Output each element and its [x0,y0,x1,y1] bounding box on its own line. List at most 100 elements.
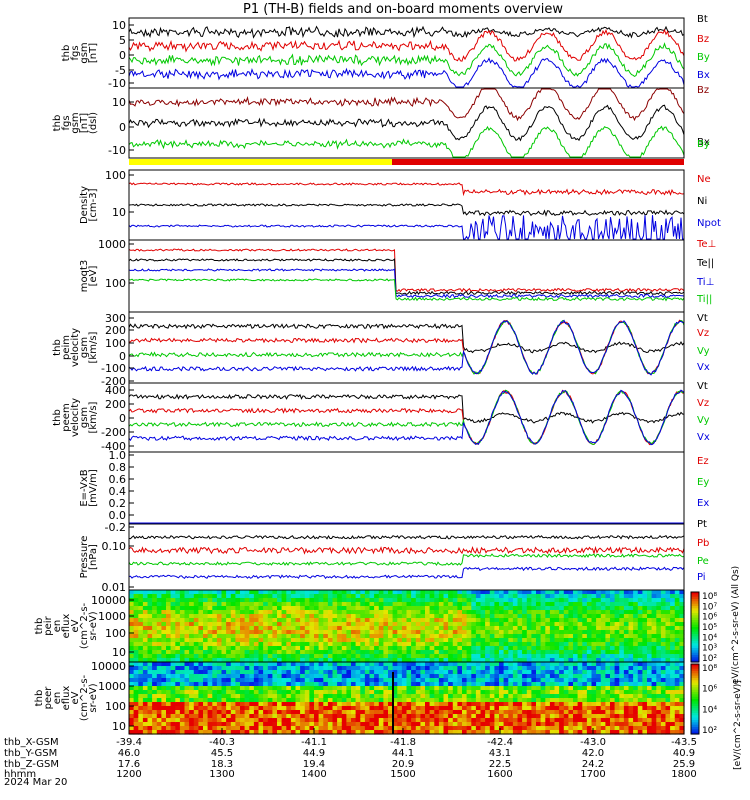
panel-frame [128,661,685,735]
heatmap-cell [267,626,273,631]
heatmap-cell [628,650,634,655]
heatmap-cell [651,606,657,611]
heatmap-cell [221,686,227,691]
heatmap-cell [563,598,569,603]
heatmap-cell [499,730,505,735]
heatmap-cell [401,610,408,615]
heatmap-cell [318,626,324,631]
heatmap-cell [175,602,181,607]
heatmap-cell [531,610,537,615]
heatmap-cell [660,622,667,627]
heatmap-cell [429,638,435,643]
colorbars: 10⁸10⁷10⁶10⁵10⁴10³10²10⁸10⁶10⁴10²eV/(cm^… [690,566,743,770]
heatmap-cell [512,634,519,639]
heatmap-cell [198,726,204,731]
heatmap-cell [415,686,421,691]
heatmap-cell [327,602,334,607]
heatmap-cell [258,678,264,683]
heatmap-cell [438,634,445,639]
heatmap-cell [665,642,671,647]
heatmap-cell [193,626,199,631]
heatmap-cell [600,714,606,719]
heatmap-cell [281,678,287,683]
heatmap-cell [660,654,667,659]
heatmap-cell [660,606,667,611]
heatmap-cell [401,642,408,647]
heatmap-cell [161,706,167,711]
heatmap-cell [263,662,269,667]
heatmap-cell [189,594,195,599]
heatmap-cell [161,718,167,723]
heatmap-cell [230,614,236,619]
heatmap-cell [443,694,449,699]
heatmap-cell [642,690,648,695]
heatmap-cell [272,650,278,655]
heatmap-cell [679,678,685,683]
heatmap-cell [286,638,292,643]
heatmap-cell [573,682,579,687]
heatmap-cell [471,682,477,687]
heatmap-cell [674,678,680,683]
heatmap-cell [642,614,648,619]
heatmap-cell [647,714,653,719]
heatmap-cell [230,702,236,707]
heatmap-cell [253,662,260,667]
heatmap-cell [554,658,560,663]
heatmap-cell [568,690,574,695]
colorbar-frame [690,591,700,663]
x-tick-label: 42.0 [582,748,604,759]
heatmap-cell [665,702,671,707]
heatmap-cell [582,682,588,687]
heatmap-cell [674,682,680,687]
heatmap-cell [623,614,630,619]
heatmap-cell [216,658,223,663]
heatmap-cell [300,646,306,651]
heatmap-cell [332,658,338,663]
heatmap-cell [559,678,565,683]
heatmap-cell [406,634,412,639]
heatmap-cell [392,610,398,615]
heatmap-cell [240,722,246,727]
colorbar-cell [691,696,699,700]
heatmap-cell [674,602,680,607]
heatmap-cell [337,594,343,599]
heatmap-cell [679,670,685,675]
heatmap-cell [388,598,394,603]
heatmap-cell [531,662,537,667]
heatmap-cell [429,722,435,727]
heatmap-cell [341,674,347,679]
heatmap-cell [531,654,537,659]
heatmap-cell [369,606,375,611]
heatmap-cell [314,706,320,711]
heatmap-cell [179,618,186,623]
heatmap-cell [156,598,162,603]
heatmap-cell [286,690,292,695]
heatmap-cell [383,602,389,607]
heatmap-cell [212,590,218,595]
heatmap-cell [596,710,602,715]
heatmap-cell [429,602,435,607]
heatmap-cell [503,646,509,651]
heatmap-cell [351,610,357,615]
heatmap-cell [471,686,477,691]
x-tick-label: 45.5 [211,748,233,759]
heatmap-cell [152,602,158,607]
heatmap-cell [378,702,384,707]
heatmap-cell [623,698,630,703]
heatmap-cell [244,642,250,647]
heatmap-cell [189,722,195,727]
heatmap-cell [633,662,639,667]
heatmap-cell [258,666,264,671]
heatmap-cell [300,590,306,595]
series-Pb [128,545,685,556]
heatmap-cell [332,646,338,651]
heatmap-cell [152,598,158,603]
heatmap-cell [300,690,306,695]
heatmap-cell [189,670,195,675]
heatmap-cell [138,678,144,683]
heatmap-cell [526,670,532,675]
heatmap-cell [586,698,593,703]
heatmap-cell [152,666,158,671]
heatmap-cell [582,698,588,703]
heatmap-cell [517,690,523,695]
